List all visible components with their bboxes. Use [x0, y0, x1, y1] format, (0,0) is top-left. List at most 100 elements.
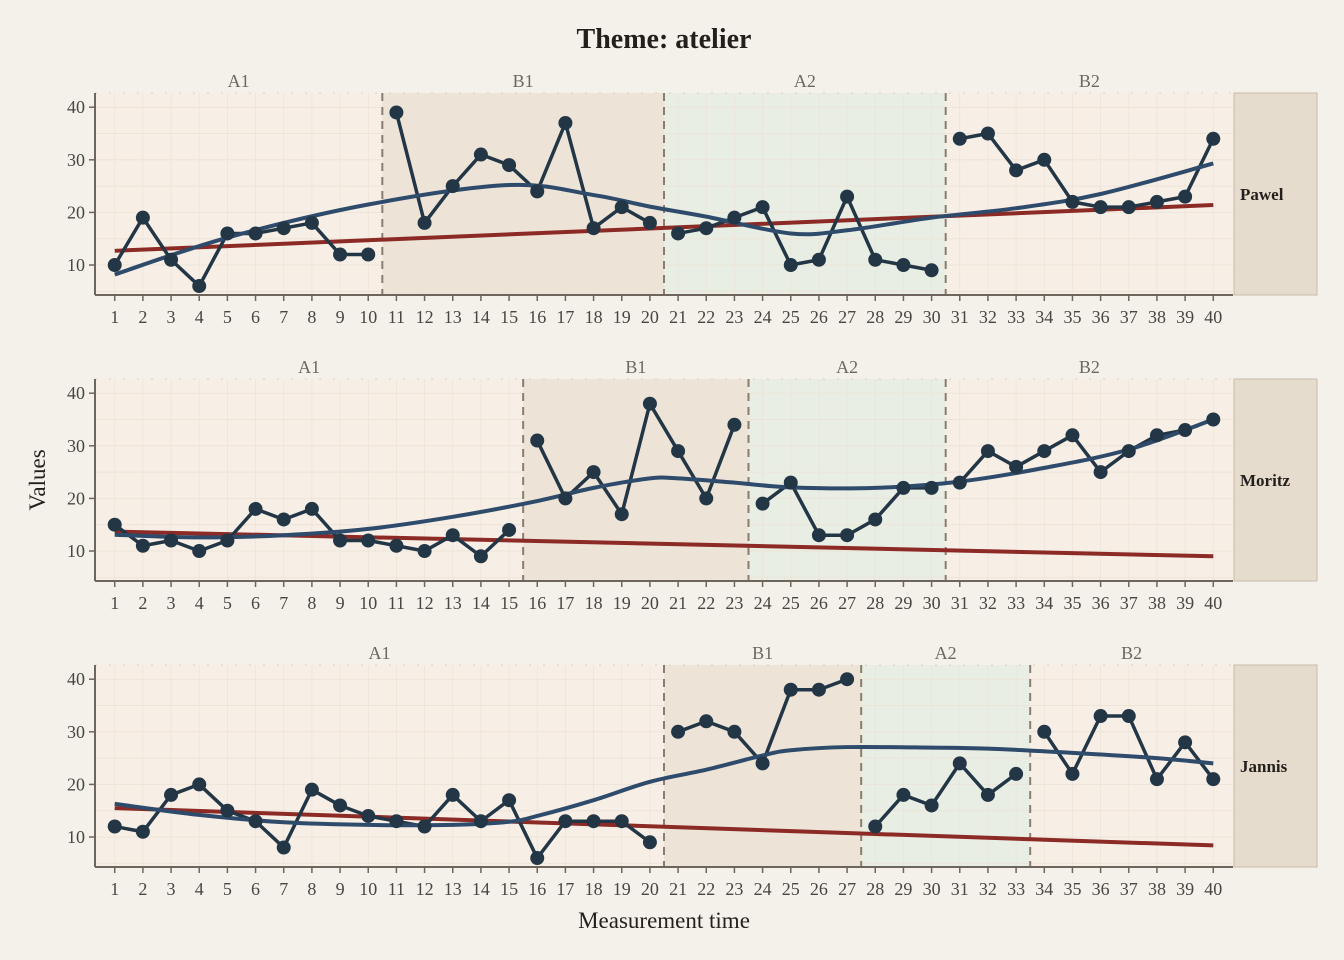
y-tick-label: 30: [67, 722, 85, 742]
x-tick-label: 7: [279, 879, 288, 899]
data-point: [107, 819, 122, 834]
data-point: [361, 247, 376, 262]
data-point: [192, 777, 207, 792]
x-tick-label: 22: [697, 593, 715, 613]
facet-strip: [1233, 664, 1318, 868]
y-tick-label: 40: [67, 383, 85, 403]
x-tick-label: 25: [782, 307, 800, 327]
y-tick-label: 30: [67, 436, 85, 456]
x-tick-label: 28: [866, 879, 884, 899]
data-point: [220, 226, 235, 241]
x-tick-label: 40: [1204, 879, 1222, 899]
data-point: [1178, 423, 1193, 438]
data-point: [755, 496, 770, 511]
data-point: [840, 528, 855, 543]
x-tick-label: 10: [359, 307, 377, 327]
data-point: [699, 491, 714, 506]
data-point: [811, 528, 826, 543]
data-point: [755, 756, 770, 771]
y-tick-label: 20: [67, 202, 85, 222]
data-point: [502, 158, 517, 173]
x-tick-label: 6: [251, 593, 260, 613]
data-point: [502, 522, 517, 537]
phase-label: A2: [794, 71, 816, 91]
data-point: [586, 221, 601, 236]
data-point: [980, 444, 995, 459]
data-point: [445, 179, 460, 194]
x-tick-label: 13: [444, 879, 462, 899]
x-tick-label: 17: [556, 879, 574, 899]
data-point: [1121, 200, 1136, 215]
data-point: [614, 814, 629, 829]
data-point: [248, 501, 263, 516]
x-tick-label: 33: [1007, 307, 1025, 327]
x-tick-label: 36: [1092, 879, 1110, 899]
x-tick-label: 27: [838, 593, 856, 613]
x-tick-label: 6: [251, 879, 260, 899]
data-point: [558, 115, 573, 130]
x-tick-label: 40: [1204, 593, 1222, 613]
data-point: [586, 814, 601, 829]
x-tick-label: 23: [725, 879, 743, 899]
data-point: [417, 544, 432, 559]
data-point: [586, 465, 601, 480]
data-point: [192, 279, 207, 294]
x-tick-label: 12: [416, 593, 434, 613]
chart-title: Theme: atelier: [576, 24, 752, 55]
data-point: [192, 544, 207, 559]
x-tick-label: 16: [528, 879, 546, 899]
x-tick-label: 30: [923, 879, 941, 899]
data-point: [642, 835, 657, 850]
data-point: [276, 221, 291, 236]
x-tick-label: 2: [138, 307, 147, 327]
facet-strip: [1233, 92, 1318, 296]
data-point: [671, 444, 686, 459]
x-tick-label: 35: [1063, 307, 1081, 327]
data-point: [896, 480, 911, 495]
x-tick-label: 23: [725, 593, 743, 613]
data-point: [333, 247, 348, 262]
x-tick-label: 16: [528, 593, 546, 613]
data-point: [699, 714, 714, 729]
x-tick-label: 31: [951, 879, 969, 899]
x-tick-label: 21: [669, 307, 687, 327]
phase-label: A2: [935, 643, 957, 663]
phase-label: A1: [369, 643, 391, 663]
data-point: [445, 787, 460, 802]
x-tick-label: 27: [838, 307, 856, 327]
data-point: [389, 105, 404, 120]
data-point: [1037, 444, 1052, 459]
x-tick-label: 4: [195, 307, 204, 327]
data-point: [1009, 459, 1024, 474]
x-tick-label: 18: [585, 307, 603, 327]
data-point: [1037, 152, 1052, 167]
x-axis-label: Measurement time: [578, 908, 750, 933]
data-point: [473, 814, 488, 829]
x-tick-label: 25: [782, 593, 800, 613]
x-tick-label: 17: [556, 593, 574, 613]
x-tick-label: 1: [110, 593, 119, 613]
data-point: [276, 840, 291, 855]
data-point: [1149, 428, 1164, 443]
data-point: [417, 215, 432, 230]
x-tick-label: 18: [585, 593, 603, 613]
x-tick-label: 33: [1007, 879, 1025, 899]
data-point: [361, 808, 376, 823]
data-point: [417, 819, 432, 834]
data-point: [727, 724, 742, 739]
data-point: [389, 814, 404, 829]
x-tick-label: 5: [223, 307, 232, 327]
x-tick-label: 2: [138, 593, 147, 613]
y-tick-label: 10: [67, 541, 85, 561]
facet-strip-label: Pawel: [1240, 185, 1284, 204]
x-tick-label: 8: [307, 593, 316, 613]
x-tick-label: 29: [894, 593, 912, 613]
x-tick-label: 29: [894, 879, 912, 899]
loess-curve: [114, 744, 1214, 828]
data-point: [1037, 724, 1052, 739]
data-point: [502, 793, 517, 808]
x-tick-label: 27: [838, 879, 856, 899]
x-tick-label: 34: [1035, 593, 1053, 613]
facet-strip-label: Moritz: [1240, 471, 1290, 490]
